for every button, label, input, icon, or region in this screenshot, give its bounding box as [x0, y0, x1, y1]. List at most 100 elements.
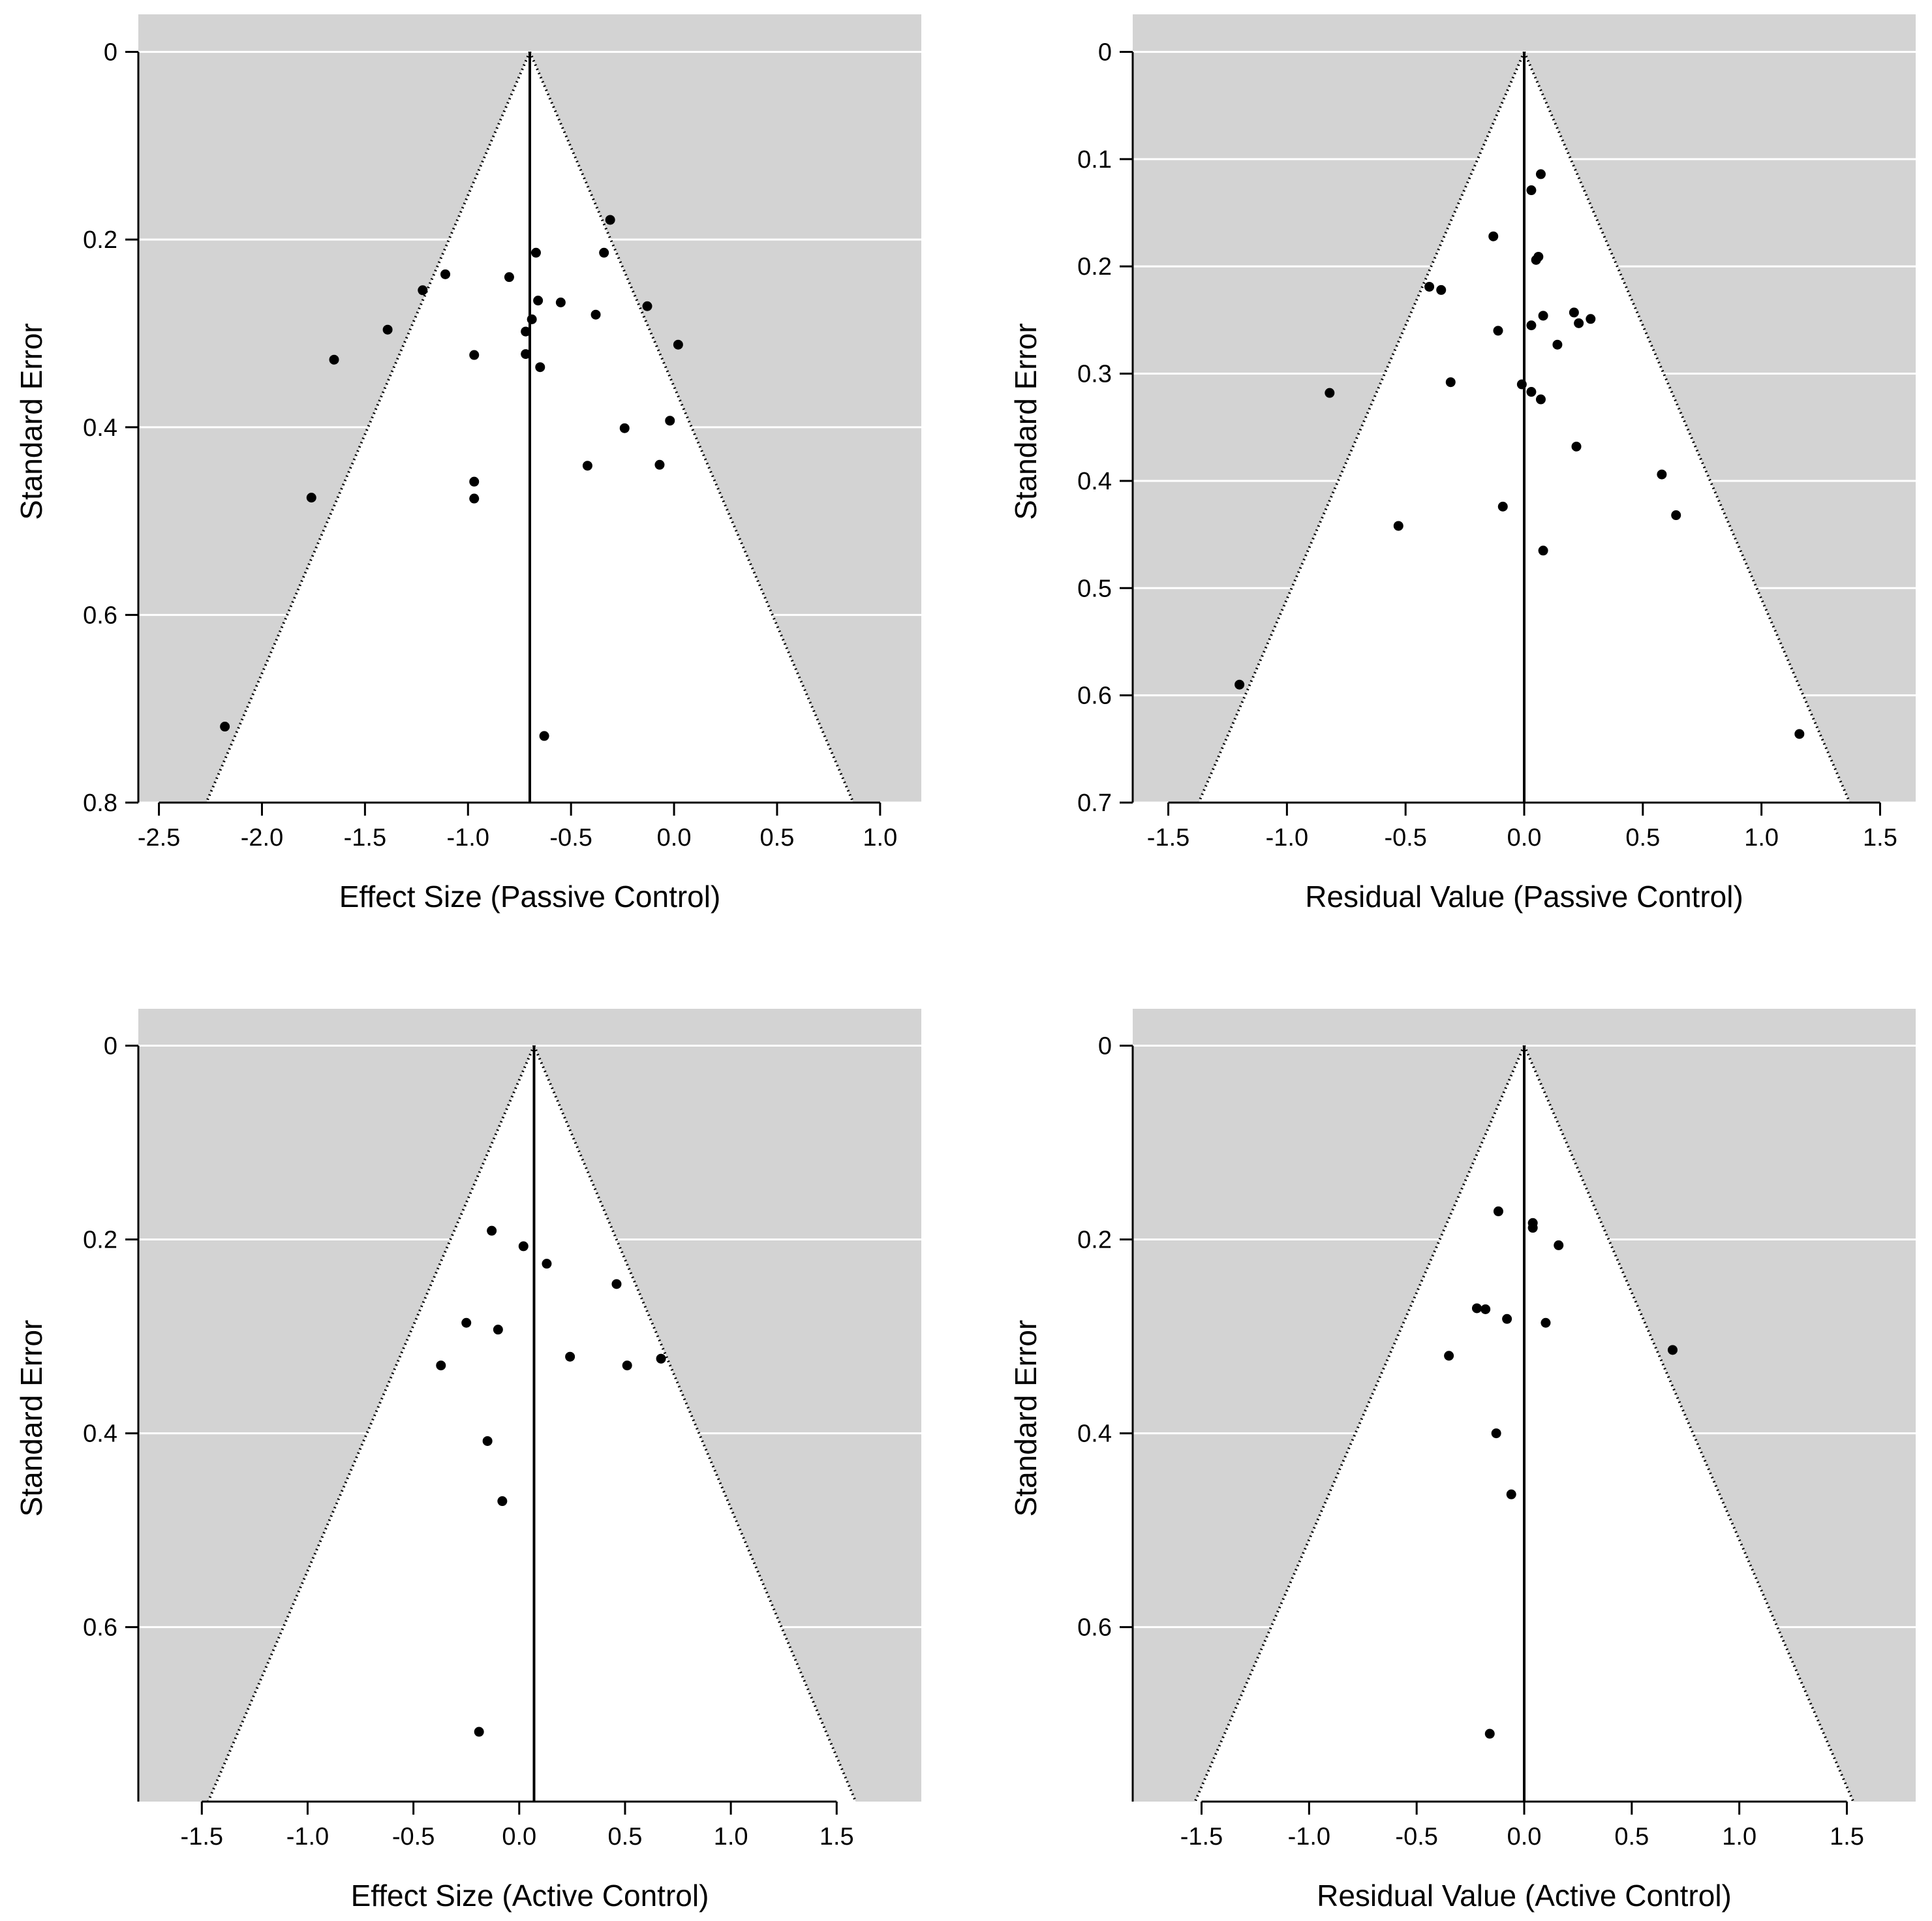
data-point	[1491, 1428, 1501, 1439]
x-tick-label: 1.0	[1722, 1823, 1756, 1851]
data-point	[539, 731, 549, 741]
data-point	[220, 722, 230, 732]
x-axis-title: Residual Value (Passive Control)	[1305, 880, 1743, 914]
data-point	[656, 1353, 666, 1364]
x-tick-label: -2.0	[241, 824, 283, 852]
data-point	[1526, 387, 1537, 397]
x-tick-label: 0.0	[1507, 1823, 1542, 1851]
x-tick-label: -1.5	[181, 1823, 223, 1851]
panel-active-effect: 0 0.2 0.4 0.6 -1.5 -1.0 -0.5 0.0 0.5 1.0 1.5 Effect…	[14, 1009, 921, 1913]
data-point	[622, 1360, 632, 1371]
data-point	[1471, 1303, 1482, 1314]
x-axis-title: Effect Size (Active Control)	[351, 1879, 709, 1913]
data-point	[1493, 326, 1503, 336]
x-tick-label: -1.5	[344, 824, 386, 852]
data-point	[605, 215, 615, 225]
x-tick-label: -0.5	[549, 824, 592, 852]
y-tick-label: 0	[1098, 39, 1112, 67]
x-tick-label: 0.5	[608, 1823, 643, 1851]
data-point	[329, 354, 339, 365]
y-tick-label: 0.6	[83, 602, 117, 629]
funnel-region	[208, 1045, 856, 1802]
data-point	[497, 1496, 508, 1507]
panel-passive-residual: 0 0.1 0.2 0.3 0.4 0.5 0.6 0.7 -1.5 -1.0 -0.5 0.0 0.5…	[1009, 14, 1916, 914]
data-point	[1535, 169, 1546, 179]
y-tick-label: 0.8	[83, 790, 117, 817]
y-tick-label: 0.6	[1077, 1614, 1112, 1642]
data-point	[1493, 1206, 1503, 1216]
data-point	[533, 296, 544, 306]
funnel-right-edge	[1523, 51, 1851, 803]
x-tick-label: 1.5	[1830, 1823, 1864, 1851]
funnel-left-edge	[207, 1045, 536, 1802]
x-tick-label: -0.5	[392, 1823, 435, 1851]
data-point	[1526, 320, 1537, 331]
x-tick-label: 0.0	[502, 1823, 536, 1851]
data-point	[1516, 379, 1527, 390]
y-tick-label: 0.2	[83, 226, 117, 254]
data-point	[1488, 231, 1499, 241]
data-point	[382, 324, 393, 335]
y-tick-label: 0.4	[1077, 468, 1112, 495]
data-point	[1444, 1351, 1454, 1361]
x-tick-label: -1.0	[1288, 1823, 1330, 1851]
data-point	[306, 493, 316, 503]
y-tick-label: 0.1	[1077, 146, 1112, 174]
y-tick-label: 0.3	[1077, 361, 1112, 388]
x-tick-label: 0.5	[1625, 824, 1660, 852]
x-tick-label: 0.0	[1507, 824, 1542, 852]
data-point	[555, 297, 566, 307]
data-point	[474, 1727, 484, 1737]
funnel-right-edge	[529, 51, 855, 803]
data-point	[654, 459, 665, 470]
x-tick-label: 0.0	[657, 824, 692, 852]
data-point	[535, 362, 545, 373]
data-point	[619, 423, 630, 433]
data-point	[1506, 1489, 1516, 1499]
y-tick-label: 0	[1098, 1032, 1112, 1060]
y-axis-title: Standard Error	[14, 323, 48, 520]
data-point	[493, 1325, 503, 1335]
data-point	[582, 461, 592, 471]
x-tick-label: 1.0	[863, 824, 897, 852]
x-tick-label: -1.5	[1147, 824, 1189, 852]
data-point	[665, 416, 675, 426]
y-tick-label: 0.6	[83, 1614, 117, 1642]
data-point	[611, 1279, 622, 1289]
data-point	[1552, 339, 1563, 350]
data-point	[1393, 521, 1403, 531]
data-point	[673, 339, 683, 350]
data-point	[1794, 729, 1805, 739]
x-tick-label: -1.5	[1180, 1823, 1223, 1851]
x-tick-label: -0.5	[1384, 824, 1426, 852]
data-point	[527, 314, 537, 324]
data-point	[487, 1225, 497, 1236]
x-axis-title: Effect Size (Passive Control)	[339, 880, 721, 914]
x-tick-label: -1.0	[447, 824, 489, 852]
x-tick-label: 1.5	[820, 1823, 854, 1851]
y-tick-label: 0.4	[1077, 1421, 1112, 1448]
data-point	[1574, 318, 1584, 328]
funnel-right-edge	[1523, 1045, 1855, 1802]
data-point	[1538, 546, 1548, 556]
funnel-left-edge	[205, 51, 531, 803]
x-tick-label: 1.0	[714, 1823, 748, 1851]
x-tick-label: -1.0	[1266, 824, 1308, 852]
data-point	[1586, 314, 1596, 324]
data-point	[461, 1317, 472, 1328]
y-tick-label: 0.2	[83, 1227, 117, 1254]
data-point	[436, 1360, 446, 1371]
data-point	[1531, 254, 1541, 265]
data-point	[1234, 679, 1245, 690]
data-point	[1424, 281, 1435, 292]
y-tick-label: 0.6	[1077, 683, 1112, 710]
x-tick-label: 1.5	[1863, 824, 1897, 852]
data-point	[469, 493, 480, 504]
funnel-left-edge	[1197, 51, 1526, 803]
data-point	[469, 350, 480, 360]
data-point	[1436, 284, 1447, 295]
y-tick-label: 0.7	[1077, 790, 1112, 817]
data-point	[1538, 311, 1548, 321]
funnel-left-edge	[1193, 1045, 1526, 1802]
x-tick-label: 0.5	[760, 824, 795, 852]
